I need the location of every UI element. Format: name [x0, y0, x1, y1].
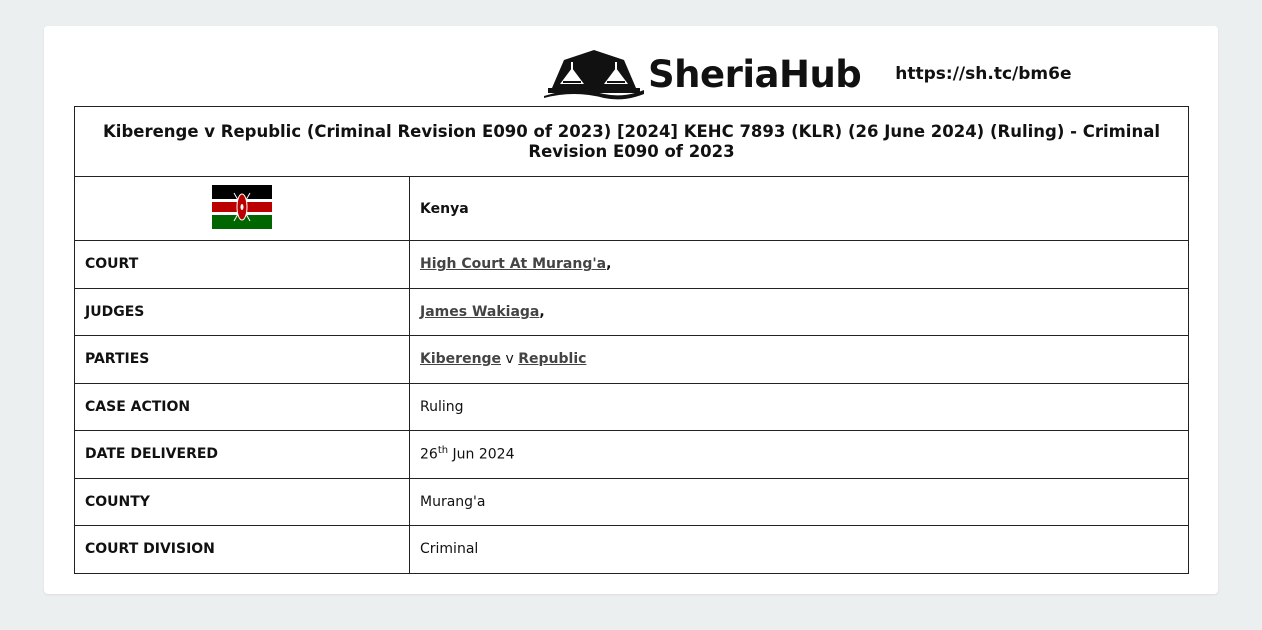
flag-cell [74, 176, 410, 241]
header: SheriaHub https://sh.tc/bm6e [544, 46, 1071, 102]
court-link[interactable]: High Court At Murang'a [420, 256, 607, 273]
comma: , [539, 303, 545, 320]
table-row: COUNTY Murang'a [74, 477, 1189, 526]
comma: , [606, 256, 612, 273]
court-division-value: Criminal [409, 525, 1189, 574]
county-label: COUNTY [74, 477, 410, 526]
table-row: JUDGES James Wakiaga, [74, 287, 1189, 336]
party2-link[interactable]: Republic [518, 351, 587, 368]
table-row: DATE DELIVERED 26th Jun 2024 [74, 430, 1189, 479]
short-url[interactable]: https://sh.tc/bm6e [895, 64, 1072, 84]
date-day: 26 [420, 447, 438, 464]
county-value: Murang'a [409, 477, 1189, 526]
case-details-table: Kiberenge v Republic (Criminal Revision … [74, 106, 1189, 574]
table-row: COURT High Court At Murang'a, [74, 240, 1189, 289]
case-action-label: CASE ACTION [74, 382, 410, 431]
court-label: COURT [74, 240, 410, 289]
court-division-label: COURT DIVISION [74, 525, 410, 574]
case-action-value: Ruling [409, 382, 1189, 431]
judge-link[interactable]: James Wakiaga [420, 303, 540, 320]
parties-value-cell: Kiberenge v Republic [409, 335, 1189, 384]
case-title: Kiberenge v Republic (Criminal Revision … [74, 106, 1189, 177]
case-card: SheriaHub https://sh.tc/bm6e Kiberenge v… [44, 26, 1218, 594]
scales-house-icon [544, 50, 644, 100]
versus: v [501, 351, 519, 368]
sheriahub-logo[interactable]: SheriaHub [544, 48, 862, 100]
table-row: PARTIES Kiberenge v Republic [74, 335, 1189, 384]
date-rest: Jun 2024 [448, 447, 515, 464]
table-row: COURT DIVISION Criminal [74, 525, 1189, 574]
judges-value-cell: James Wakiaga, [409, 287, 1189, 336]
court-value-cell: High Court At Murang'a, [409, 240, 1189, 289]
kenya-flag-icon [212, 184, 272, 229]
country-name: Kenya [409, 176, 1189, 241]
table-row: CASE ACTION Ruling [74, 382, 1189, 431]
date-delivered-value: 26th Jun 2024 [409, 430, 1189, 479]
date-delivered-label: DATE DELIVERED [74, 430, 410, 479]
parties-label: PARTIES [74, 335, 410, 384]
party1-link[interactable]: Kiberenge [420, 351, 502, 368]
date-ordinal: th [437, 445, 449, 457]
logo-text: SheriaHub [648, 52, 862, 96]
judges-label: JUDGES [74, 287, 410, 336]
